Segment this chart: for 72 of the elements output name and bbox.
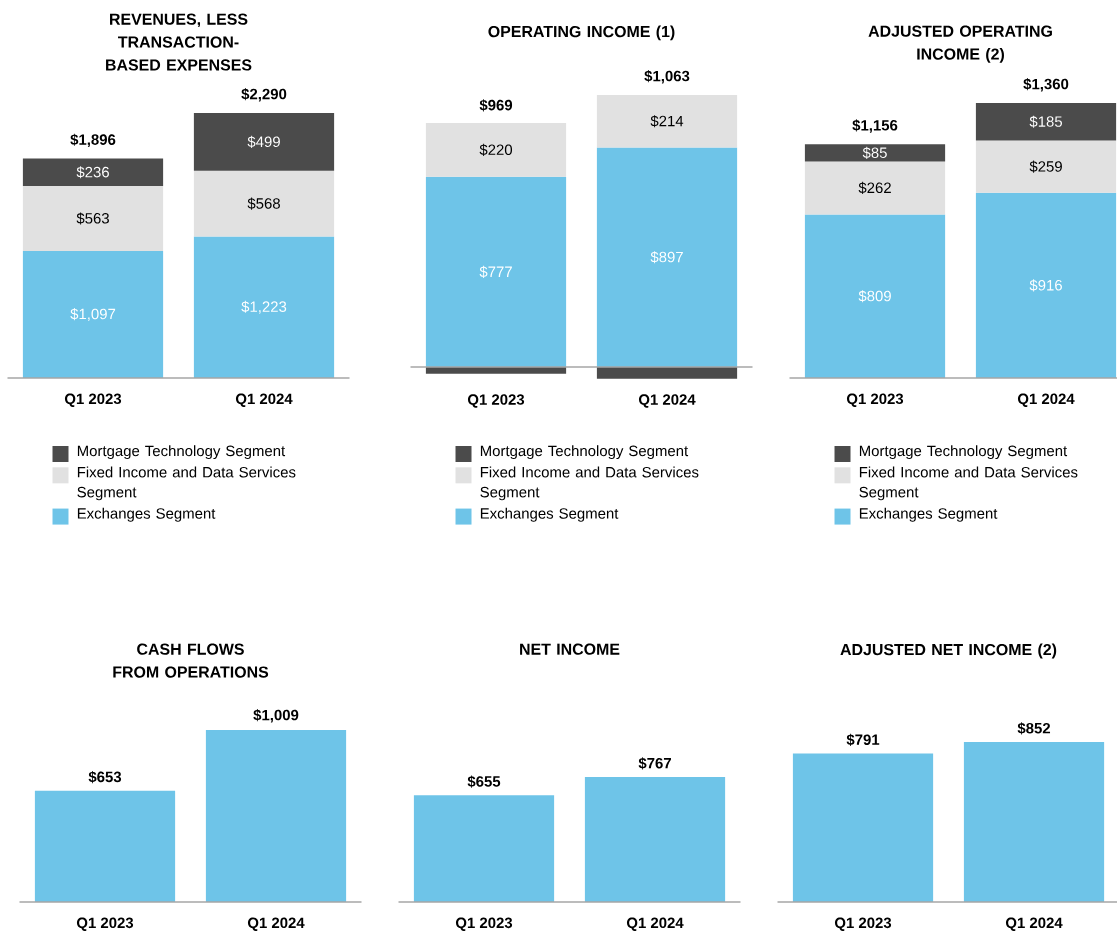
x-tick-label: Q1 2023 (834, 917, 892, 931)
data-label: $852 (1017, 722, 1051, 735)
legend-label: Mortgage Technology Segment (480, 445, 689, 460)
data-label: $653 (88, 770, 122, 784)
legend-label: Exchanges Segment (77, 507, 216, 522)
legend-label: Mortgage Technology Segment (77, 445, 286, 460)
data-label: $220 (479, 143, 513, 156)
bar (193, 170, 335, 237)
chart-title: NET INCOME (520, 643, 620, 655)
bar (804, 161, 946, 215)
data-label: $1,223 (241, 300, 287, 314)
total-label: $1,360 (1023, 78, 1069, 92)
x-tick-label: Q1 2024 (1005, 917, 1063, 931)
data-label: $1,097 (70, 308, 116, 321)
x-tick-label: Q1 2024 (626, 917, 684, 931)
bar (975, 102, 1117, 141)
chart-title: CASH FLOWS FROM OPERATIONS (113, 643, 269, 678)
legend-label: Mortgage Technology Segment (859, 445, 1068, 460)
data-label: $262 (858, 181, 891, 194)
bar (22, 251, 164, 378)
data-label: $499 (247, 135, 280, 148)
data-label: $214 (650, 115, 684, 128)
bar (425, 176, 567, 367)
total-label: $1,896 (70, 133, 116, 148)
data-label: $563 (76, 212, 109, 225)
x-tick-label: Q1 2023 (455, 917, 513, 931)
total-label: $1,063 (644, 70, 690, 84)
x-tick-label: Q1 2023 (467, 394, 525, 408)
chart-title: REVENUES, LESS TRANSACTION- BASED EXPENSES (106, 13, 252, 71)
data-label: $236 (76, 166, 109, 179)
bar (193, 236, 335, 378)
total-label: $969 (479, 99, 513, 112)
x-tick-label: Q1 2024 (1017, 393, 1075, 407)
legend-label: Fixed Income and Data Services Segment (77, 466, 296, 501)
data-label: $1,009 (253, 709, 299, 723)
bar (596, 366, 738, 379)
data-label: $916 (1029, 279, 1062, 292)
data-label: $85 (862, 146, 887, 159)
x-tick-label: Q1 2023 (64, 393, 122, 407)
x-tick-label: Q1 2023 (846, 393, 904, 407)
bar (596, 147, 738, 367)
chart-title: OPERATING INCOME (1) (488, 25, 675, 41)
chart-title: ADJUSTED OPERATING INCOME (2) (868, 25, 1052, 63)
bar (804, 144, 946, 162)
data-label: $897 (650, 251, 683, 264)
legend-label: Exchanges Segment (480, 507, 619, 522)
bar (193, 112, 335, 171)
chart-title: ADJUSTED NET INCOME (2) (840, 643, 1057, 659)
data-label: $809 (858, 290, 891, 303)
legend-label: Fixed Income and Data Services Segment (480, 466, 699, 501)
data-label: $185 (1029, 115, 1062, 128)
bar (804, 214, 946, 378)
data-label: $568 (247, 197, 280, 210)
data-label: $259 (1029, 160, 1062, 173)
total-label: $1,156 (852, 119, 898, 133)
data-label: $655 (467, 775, 501, 788)
bar (22, 185, 164, 252)
x-tick-label: Q1 2024 (247, 917, 305, 931)
bar (975, 140, 1117, 193)
data-label: $777 (479, 265, 512, 278)
x-tick-label: Q1 2024 (638, 394, 696, 408)
bar (22, 158, 164, 186)
legend-label: Exchanges Segment (859, 507, 998, 522)
bar (425, 122, 567, 177)
x-tick-label: Q1 2023 (76, 917, 134, 931)
x-tick-label: Q1 2024 (235, 393, 293, 407)
total-label: $2,290 (241, 88, 287, 102)
data-label: $791 (846, 733, 880, 746)
legend-label: Fixed Income and Data Services Segment (859, 466, 1078, 501)
data-label: $767 (638, 757, 671, 770)
bar (975, 192, 1117, 378)
bar (596, 94, 738, 148)
